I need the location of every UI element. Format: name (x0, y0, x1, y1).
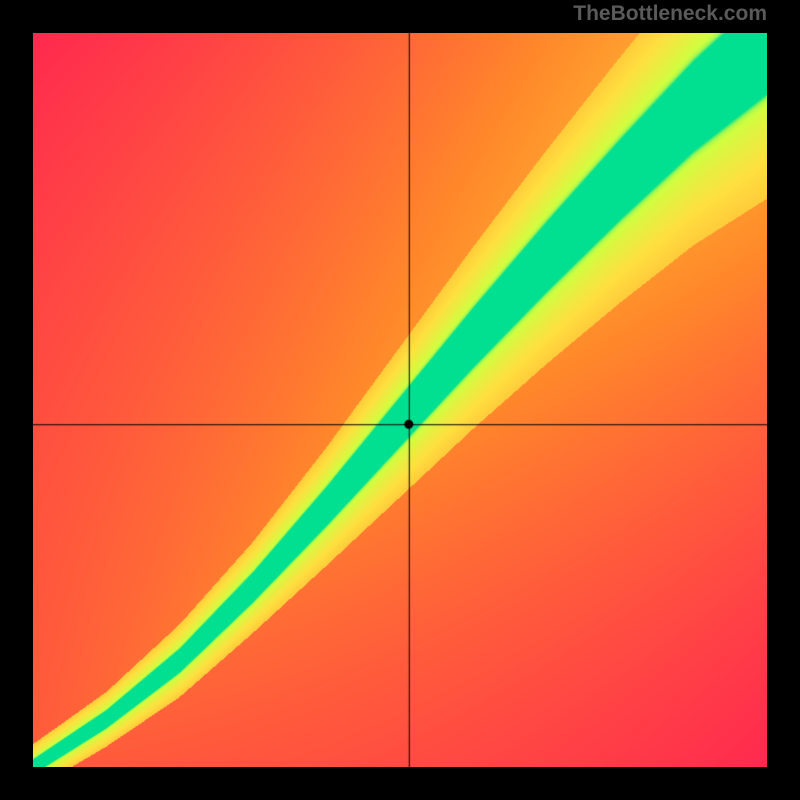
chart-container: TheBottleneck.com (0, 0, 800, 800)
watermark-text: TheBottleneck.com (573, 2, 767, 26)
heatmap-plot (33, 33, 767, 767)
heatmap-canvas (33, 33, 767, 767)
